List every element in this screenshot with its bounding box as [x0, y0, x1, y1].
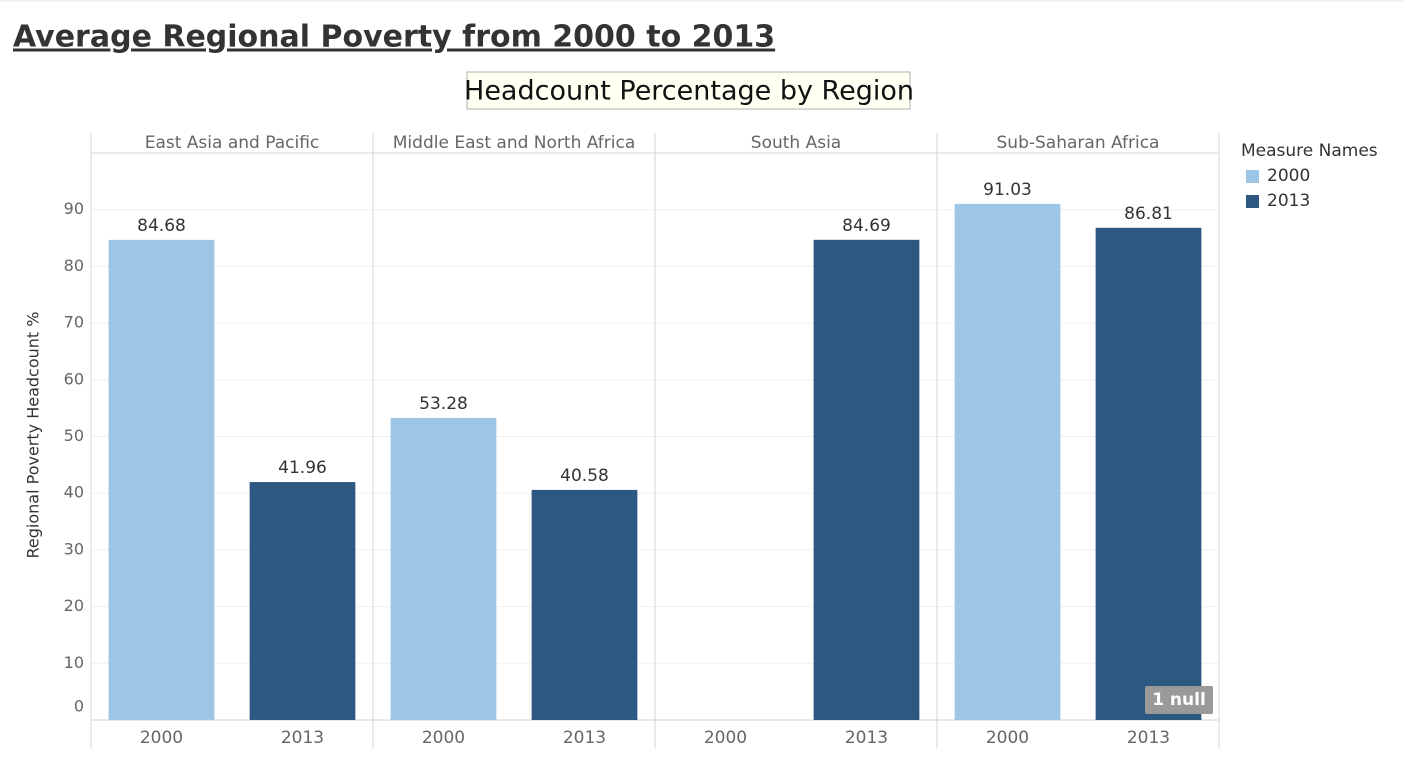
y-tick-label: 40	[64, 483, 84, 502]
panel-header: East Asia and Pacific	[145, 133, 320, 153]
legend-swatch	[1246, 195, 1259, 208]
y-tick-label: 50	[64, 426, 84, 445]
y-axis-title: Regional Poverty Headcount %	[24, 312, 43, 559]
bar	[249, 482, 356, 720]
bar	[531, 489, 638, 720]
data-label: 53.28	[419, 394, 468, 414]
x-tick-label: 2013	[563, 728, 606, 748]
data-label: 41.96	[278, 458, 327, 478]
legend-label: 2013	[1267, 191, 1310, 211]
x-tick-label: 2000	[140, 728, 183, 748]
y-tick-label: 70	[64, 313, 84, 332]
y-tick-label: 0	[74, 697, 84, 716]
y-tick-label: 30	[64, 539, 84, 558]
legend-title: Measure Names	[1241, 141, 1378, 161]
bar	[954, 203, 1061, 721]
null-indicator: 1 null	[1152, 690, 1206, 710]
bar	[1095, 227, 1202, 720]
data-label: 86.81	[1124, 204, 1173, 224]
panel-header: Sub-Saharan Africa	[997, 133, 1160, 153]
bar	[108, 239, 215, 721]
x-tick-label: 2000	[422, 728, 465, 748]
chart-title: Average Regional Poverty from 2000 to 20…	[13, 20, 775, 55]
x-tick-label: 2000	[704, 728, 747, 748]
subtitle-box	[466, 71, 911, 110]
chart-subtitle: Headcount Percentage by Region	[464, 76, 914, 107]
legend-label: 2000	[1267, 166, 1310, 186]
data-label: 91.03	[983, 180, 1032, 200]
y-tick-label: 90	[64, 199, 84, 218]
y-tick-label: 60	[64, 369, 84, 388]
x-tick-label: 2013	[845, 728, 888, 748]
panel-header: Middle East and North Africa	[393, 133, 635, 153]
bar	[390, 417, 497, 720]
data-label: 40.58	[560, 466, 609, 486]
x-tick-label: 2013	[281, 728, 324, 748]
y-tick-label: 20	[64, 596, 84, 615]
null-indicator-box	[1145, 686, 1213, 714]
bar	[813, 239, 920, 721]
data-label: 84.68	[137, 216, 186, 236]
x-tick-label: 2013	[1127, 728, 1170, 748]
data-label: 84.69	[842, 216, 891, 236]
legend-swatch	[1246, 170, 1259, 183]
panel-header: South Asia	[751, 133, 841, 153]
x-tick-label: 2000	[986, 728, 1029, 748]
y-tick-label: 10	[64, 653, 84, 672]
y-tick-label: 80	[64, 256, 84, 275]
